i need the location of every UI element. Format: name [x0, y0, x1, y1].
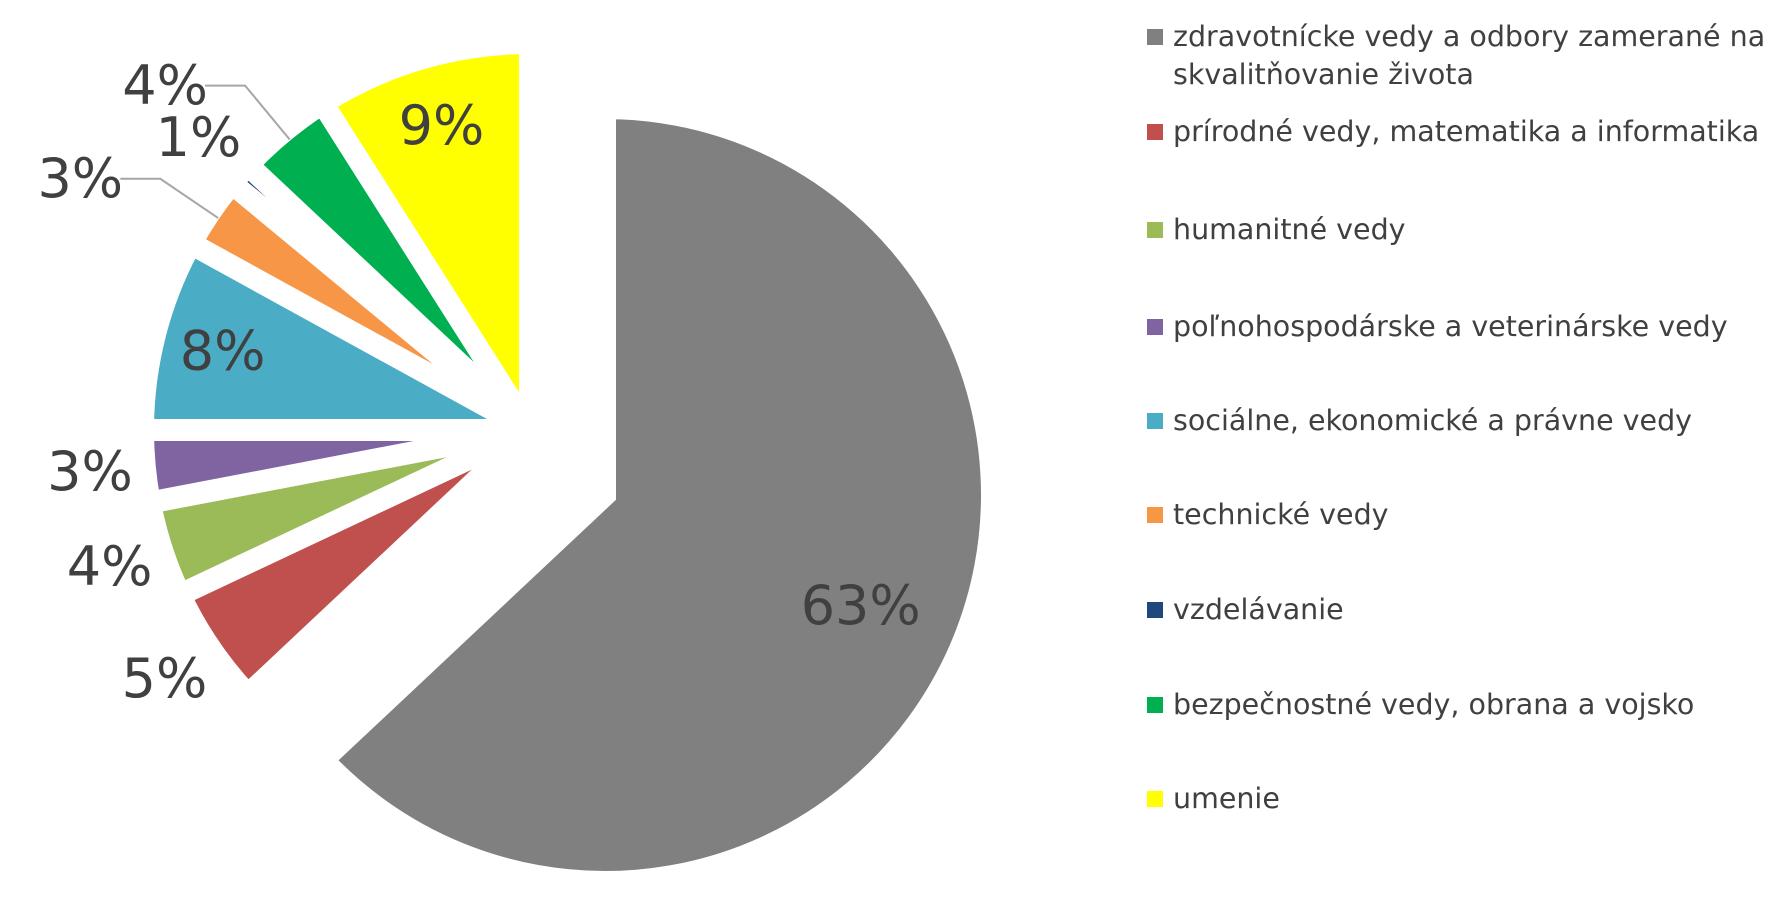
legend-label: technické vedy: [1173, 498, 1389, 531]
legend-item: poľnohospodárske a veterinárske vedy: [1147, 308, 1772, 346]
data-label: 9%: [399, 94, 485, 157]
data-label: 3%: [37, 147, 123, 210]
leader-line: [120, 177, 219, 219]
legend-swatch: [1147, 602, 1163, 618]
pie-slice: [307, 96, 1003, 893]
legend-item: umenie: [1147, 780, 1772, 818]
legend-item: sociálne, ekonomické a právne vedy: [1147, 402, 1772, 440]
data-label: 4%: [67, 535, 153, 598]
leader-line: [205, 84, 291, 141]
pie-chart: 63%5%4%3%8%3%1%4%9%: [37, 31, 1003, 893]
legend-label: humanitné vedy: [1173, 213, 1406, 246]
legend-item: prírodné vedy, matematika a informatika: [1147, 113, 1772, 151]
legend-label: prírodné vedy, matematika a informatika: [1173, 115, 1760, 148]
pie-slice: [307, 31, 541, 468]
data-label: 3%: [47, 440, 133, 503]
legend-swatch: [1147, 791, 1163, 807]
legend-item: vzdelávanie: [1147, 591, 1772, 629]
legend-swatch: [1147, 697, 1163, 713]
data-label: 5%: [122, 647, 208, 710]
legend-swatch: [1147, 413, 1163, 429]
legend-label: sociálne, ekonomické a právne vedy: [1173, 404, 1693, 437]
data-label: 4%: [122, 54, 208, 117]
legend-item: technické vedy: [1147, 496, 1772, 534]
legend-label: bezpečnostné vedy, obrana a vojsko: [1173, 688, 1695, 721]
legend-item: humanitné vedy: [1147, 211, 1772, 249]
legend-label: poľnohospodárske a veterinárske vedy: [1173, 310, 1728, 343]
legend-swatch: [1147, 319, 1163, 335]
legend-swatch: [1147, 29, 1163, 45]
legend-swatch: [1147, 124, 1163, 140]
legend: zdravotnícke vedy a odbory zamerané na s…: [1147, 18, 1772, 918]
data-label: 1%: [156, 106, 242, 169]
legend-item: zdravotnícke vedy a odbory zamerané na s…: [1147, 18, 1772, 94]
legend-swatch: [1147, 222, 1163, 238]
legend-item: bezpečnostné vedy, obrana a vojsko: [1147, 686, 1772, 724]
data-label: 8%: [180, 320, 266, 383]
legend-label: zdravotnícke vedy a odbory zamerané na s…: [1173, 20, 1766, 91]
legend-label: umenie: [1173, 782, 1280, 815]
data-label: 63%: [801, 574, 921, 637]
legend-swatch: [1147, 507, 1163, 523]
legend-label: vzdelávanie: [1173, 593, 1344, 626]
